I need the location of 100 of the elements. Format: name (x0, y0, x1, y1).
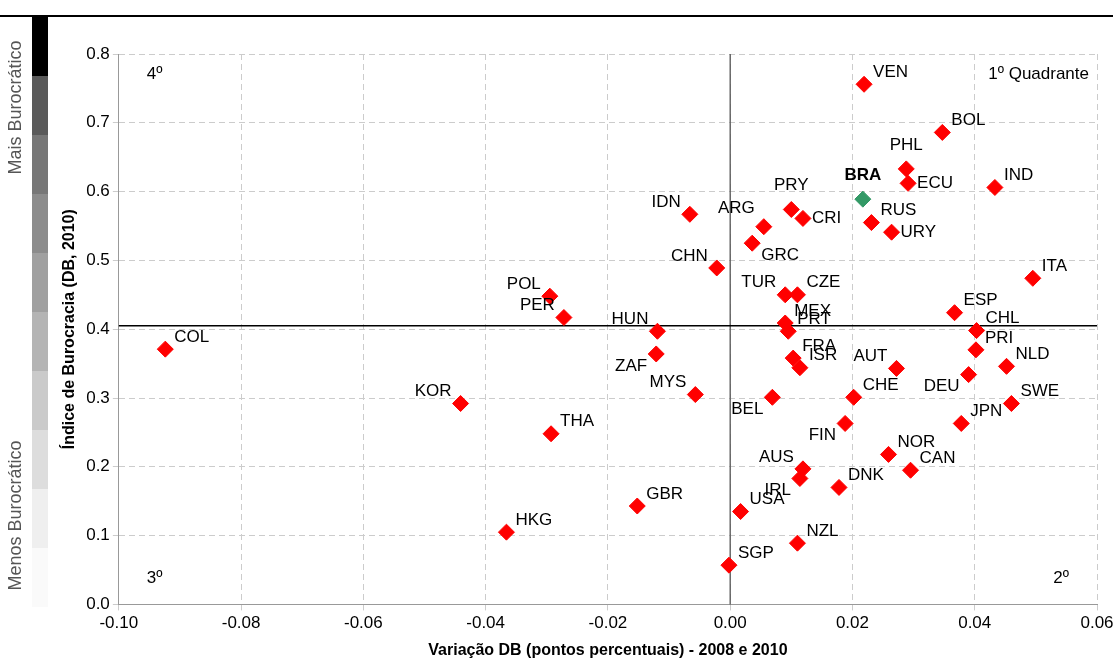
point (156, 340, 174, 358)
annotation: PRY (773, 175, 809, 195)
annotation: HUN (611, 308, 649, 328)
point (497, 523, 515, 541)
point (887, 359, 905, 377)
annotation: AUS (758, 446, 794, 466)
point (784, 349, 802, 367)
annotation: POL (506, 273, 541, 293)
point (720, 556, 738, 574)
point (845, 388, 863, 406)
point (788, 534, 806, 552)
annotation: VEN (873, 61, 909, 81)
annotation: PRI (984, 327, 1014, 347)
annotation: 1º Quadrante (988, 63, 1089, 83)
point (1024, 269, 1042, 287)
x-tick-label: 0.00 (713, 613, 747, 633)
point (776, 286, 794, 304)
annotation: AUT (853, 346, 888, 366)
annotation: SGP (737, 542, 774, 562)
y-tick-label: 0.5 (86, 250, 110, 270)
annotation: IDN (651, 191, 681, 211)
point (732, 503, 750, 521)
point (880, 445, 898, 463)
point (967, 341, 985, 359)
annotation: BOL (951, 110, 986, 130)
point (855, 75, 873, 93)
x-tick-label: -0.06 (344, 613, 383, 633)
x-tick-label: 0.04 (958, 613, 992, 633)
x-tick-label: 0.06 (1080, 613, 1113, 633)
y-tick-label: 0.6 (86, 181, 110, 201)
point (681, 205, 699, 223)
point (960, 366, 978, 384)
annotation: CHE (862, 375, 899, 394)
point (998, 357, 1016, 375)
x-tick-label: -0.04 (466, 613, 506, 633)
annotation: COL (174, 326, 210, 346)
x-tick-label: -0.02 (588, 613, 628, 633)
annotation: KOR (414, 381, 452, 401)
annotation: BRA (844, 164, 882, 184)
point (883, 223, 901, 241)
x-tick-label: -0.10 (99, 613, 139, 633)
point (628, 497, 646, 515)
annotation: NZL (806, 520, 839, 540)
annotation: FIN (808, 425, 837, 445)
annotation: CRI (811, 208, 842, 228)
point (946, 304, 964, 322)
y-tick-label: 0.4 (86, 318, 110, 338)
point (555, 309, 573, 326)
point (791, 359, 809, 377)
point (854, 190, 872, 208)
annotation: DEU (923, 376, 960, 396)
x-tick-label: 0.02 (835, 613, 869, 633)
point (648, 322, 666, 340)
x-axis-title: Variação DB (pontos percentuais) - 2008 e 2010 (428, 640, 788, 658)
annotation: ITA (1041, 255, 1068, 275)
point (743, 234, 761, 252)
annotation: PHL (889, 134, 923, 154)
annotation: PER (519, 295, 555, 315)
annotation: HKG (515, 509, 553, 529)
annotation: ESP (963, 290, 998, 310)
annotation: DNK (848, 465, 885, 485)
point (794, 209, 812, 227)
y-tick-label: 0.8 (86, 43, 110, 63)
point (763, 388, 781, 406)
y-tick-label: 0.3 (86, 387, 110, 407)
annotation: CZE (806, 272, 841, 292)
annotation: JPN (970, 401, 1003, 421)
y-tick-label: 0.0 (86, 594, 110, 614)
point (791, 470, 809, 487)
text: Mais Burocrático (4, 39, 26, 175)
annotation: URY (900, 221, 937, 241)
annotation: CHL (985, 308, 1020, 328)
annotation: GRC (761, 244, 799, 264)
y-tick-label: 0.1 (86, 525, 110, 545)
annotation: TUR (741, 272, 777, 292)
point (968, 322, 986, 340)
point (986, 178, 1004, 196)
text: Menos Burocrático (4, 439, 26, 591)
point (686, 386, 704, 404)
annotation: 3º (146, 568, 163, 588)
annotation: ECU (917, 173, 953, 193)
point (902, 461, 920, 479)
point (782, 200, 800, 218)
point (933, 123, 951, 141)
point (542, 425, 560, 443)
annotation: ZAF (615, 355, 648, 375)
annotation: THA (560, 411, 595, 431)
x-tick-label: -0.08 (221, 613, 261, 633)
point (862, 214, 880, 232)
annotation: CHN (670, 245, 708, 265)
point (452, 395, 470, 412)
point (708, 259, 726, 277)
point (897, 160, 915, 178)
annotation: 2º (1053, 568, 1069, 588)
annotation: IND (1003, 165, 1034, 185)
annotation: MYS (649, 372, 687, 392)
point (899, 174, 917, 192)
point (1002, 395, 1020, 412)
point (836, 414, 854, 432)
point (952, 414, 970, 432)
